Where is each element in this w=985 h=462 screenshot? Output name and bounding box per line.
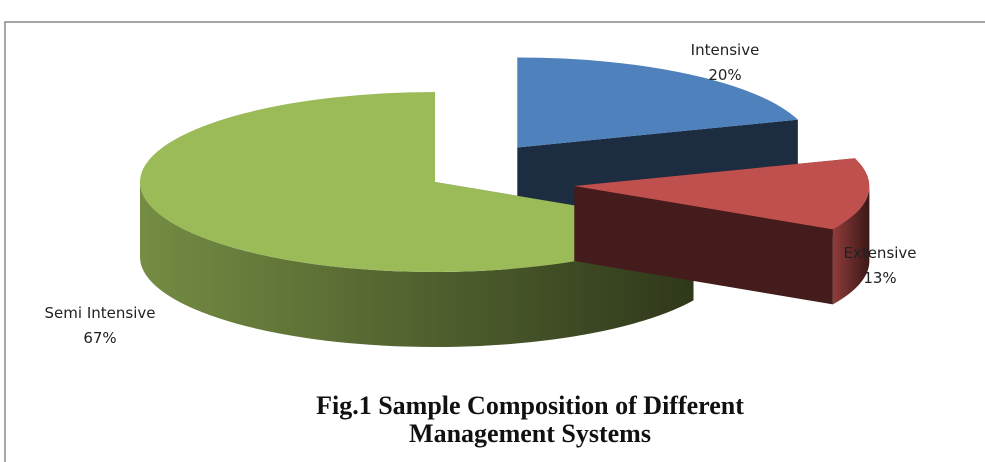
value-label: 20% [708, 66, 741, 84]
slice-side [832, 186, 870, 305]
slice-label: Intensive [691, 41, 760, 59]
chart-title: Fig.1 Sample Composition of Different Ma… [316, 391, 744, 448]
slice-side [139, 182, 694, 347]
frame [4, 21, 985, 462]
slice [574, 158, 870, 305]
value-label: 13% [863, 269, 896, 287]
value-label: 67% [83, 329, 116, 347]
slice-label: Semi Intensive [45, 304, 156, 322]
slice [139, 92, 694, 347]
slice-top [574, 158, 870, 230]
slice-top [140, 92, 694, 272]
slice-side [574, 186, 833, 305]
slice-top [517, 57, 798, 148]
slice-label: Extensive [843, 244, 916, 262]
